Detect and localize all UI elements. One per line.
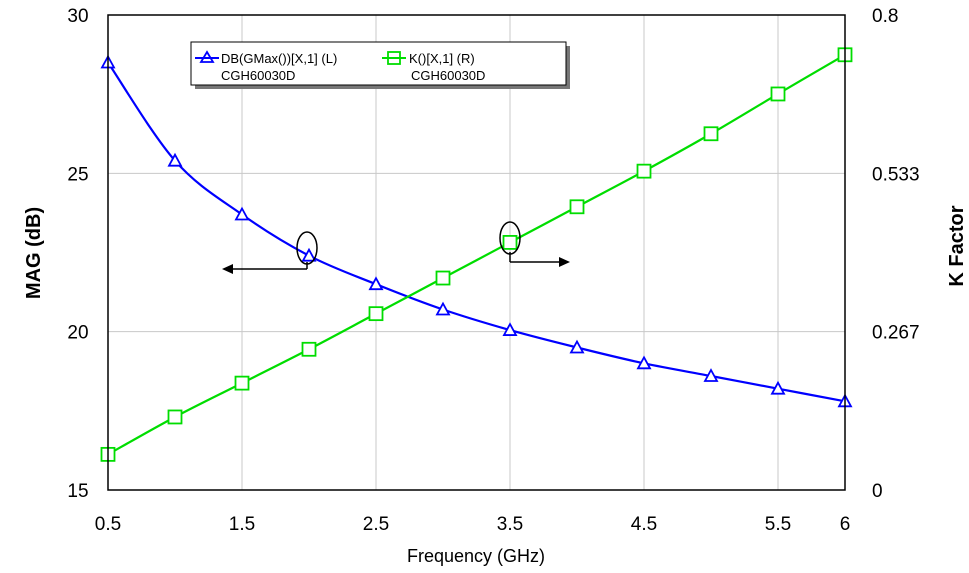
y-left-tick-label: 20	[67, 323, 88, 344]
data-point-k-factor	[301, 341, 317, 357]
data-point-k-factor	[435, 270, 451, 286]
plot-frame	[107, 14, 846, 491]
x-tick-label: 0.5	[95, 514, 121, 535]
legend-sub-k: CGH60030D	[411, 68, 485, 83]
y-left-tick-label: 25	[67, 164, 88, 185]
data-point-mag	[301, 247, 317, 262]
x-tick-label: 1.5	[229, 514, 255, 535]
y-right-axis-title: K Factor	[946, 205, 968, 286]
x-tick-label: 5.5	[765, 514, 791, 535]
legend-label-k: K()[X,1] (R)	[409, 51, 475, 66]
y-left-tick-label: 30	[67, 6, 88, 27]
y-left-tick-labels: 30 25 20 15	[67, 6, 88, 502]
data-point-mag	[435, 301, 451, 316]
x-tick-labels: 0.5 1.5 2.5 3.5 4.5 5.5 6	[95, 514, 851, 535]
annotation-left-arrow	[222, 231, 318, 274]
data-point-k-factor	[636, 163, 652, 179]
y-right-tick-label: 0.533	[872, 165, 920, 186]
data-point-k-factor	[167, 409, 183, 425]
legend-sub-mag: CGH60030D	[221, 68, 295, 83]
legend-label-mag: DB(GMax())[X,1] (L)	[221, 51, 337, 66]
series-line-k-factor	[107, 53, 846, 456]
x-tick-label: 3.5	[497, 514, 523, 535]
x-axis-title: Frequency (GHz)	[407, 546, 545, 566]
y-right-tick-label: 0	[872, 481, 883, 502]
annotation-right-arrow	[499, 221, 570, 267]
data-point-mag	[703, 368, 719, 382]
x-tick-label: 4.5	[631, 514, 657, 535]
data-point-mag	[569, 339, 585, 354]
x-tick-label: 2.5	[363, 514, 389, 535]
data-point-mag	[368, 276, 384, 291]
data-point-mag	[502, 322, 518, 336]
y-right-tick-label: 0.267	[872, 322, 920, 343]
data-point-mag	[234, 206, 250, 221]
x-tick-label: 6	[840, 514, 851, 535]
data-point-k-factor	[368, 306, 384, 322]
y-left-tick-label: 15	[67, 481, 88, 502]
legend-marker-k	[387, 51, 401, 65]
data-point-mag	[636, 355, 652, 370]
data-point-k-factor	[502, 235, 518, 250]
legend-marker-mag	[199, 50, 215, 63]
y-right-tick-label: 0.8	[872, 6, 898, 27]
data-point-k-factor	[569, 199, 585, 215]
data-point-mag	[167, 152, 183, 167]
legend-box	[190, 41, 567, 86]
data-point-k-factor	[770, 86, 786, 102]
y-right-tick-labels: 0.8 0.533 0.267 0	[872, 6, 920, 502]
y-left-axis-title: MAG (dB)	[23, 207, 45, 299]
series-line-mag	[107, 61, 846, 403]
data-point-mag	[770, 380, 786, 395]
markers	[100, 47, 853, 462]
series-lines	[107, 53, 846, 456]
data-point-k-factor	[234, 375, 250, 391]
data-point-k-factor	[703, 126, 719, 142]
legend: DB(GMax())[X,1] (L) CGH60030D K()[X,1] (…	[190, 41, 570, 89]
